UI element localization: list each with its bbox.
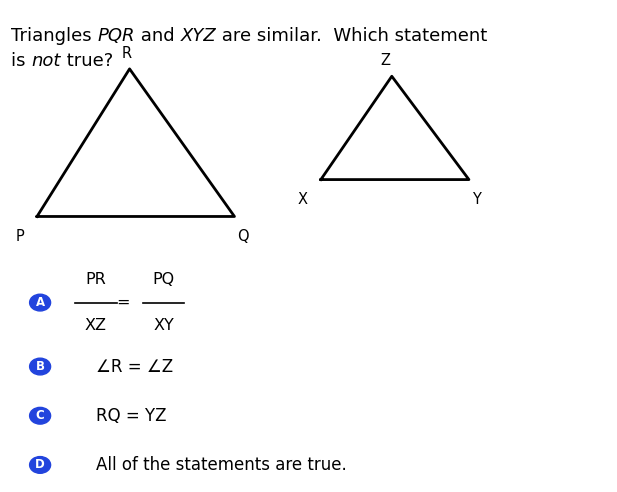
Text: C: C [36,409,44,422]
Text: XY: XY [153,318,174,333]
Text: Z: Z [381,53,391,68]
Text: Q: Q [238,229,249,244]
Text: R: R [122,47,131,62]
Text: All of the statements are true.: All of the statements are true. [96,456,346,474]
Circle shape [30,457,51,473]
Text: D: D [35,459,45,471]
Text: ∠R = ∠Z: ∠R = ∠Z [96,358,173,375]
Text: not: not [31,52,60,70]
Text: are similar.  Which statement: are similar. Which statement [216,27,487,45]
Text: XYZ: XYZ [180,27,216,45]
Text: Y: Y [472,192,481,207]
Circle shape [30,294,51,311]
Text: X: X [297,192,307,207]
Circle shape [30,407,51,424]
Text: B: B [36,360,44,373]
Text: P: P [16,229,25,244]
Text: RQ = YZ: RQ = YZ [96,407,166,425]
Circle shape [30,358,51,375]
Text: PR: PR [85,272,106,287]
Text: true?: true? [60,52,113,70]
Text: =: = [117,295,130,310]
Text: Triangles: Triangles [11,27,97,45]
Text: XZ: XZ [85,318,107,333]
Text: PQ: PQ [152,272,175,287]
Text: PQR: PQR [97,27,135,45]
Text: is: is [11,52,31,70]
Text: A: A [36,296,44,309]
Text: and: and [135,27,180,45]
